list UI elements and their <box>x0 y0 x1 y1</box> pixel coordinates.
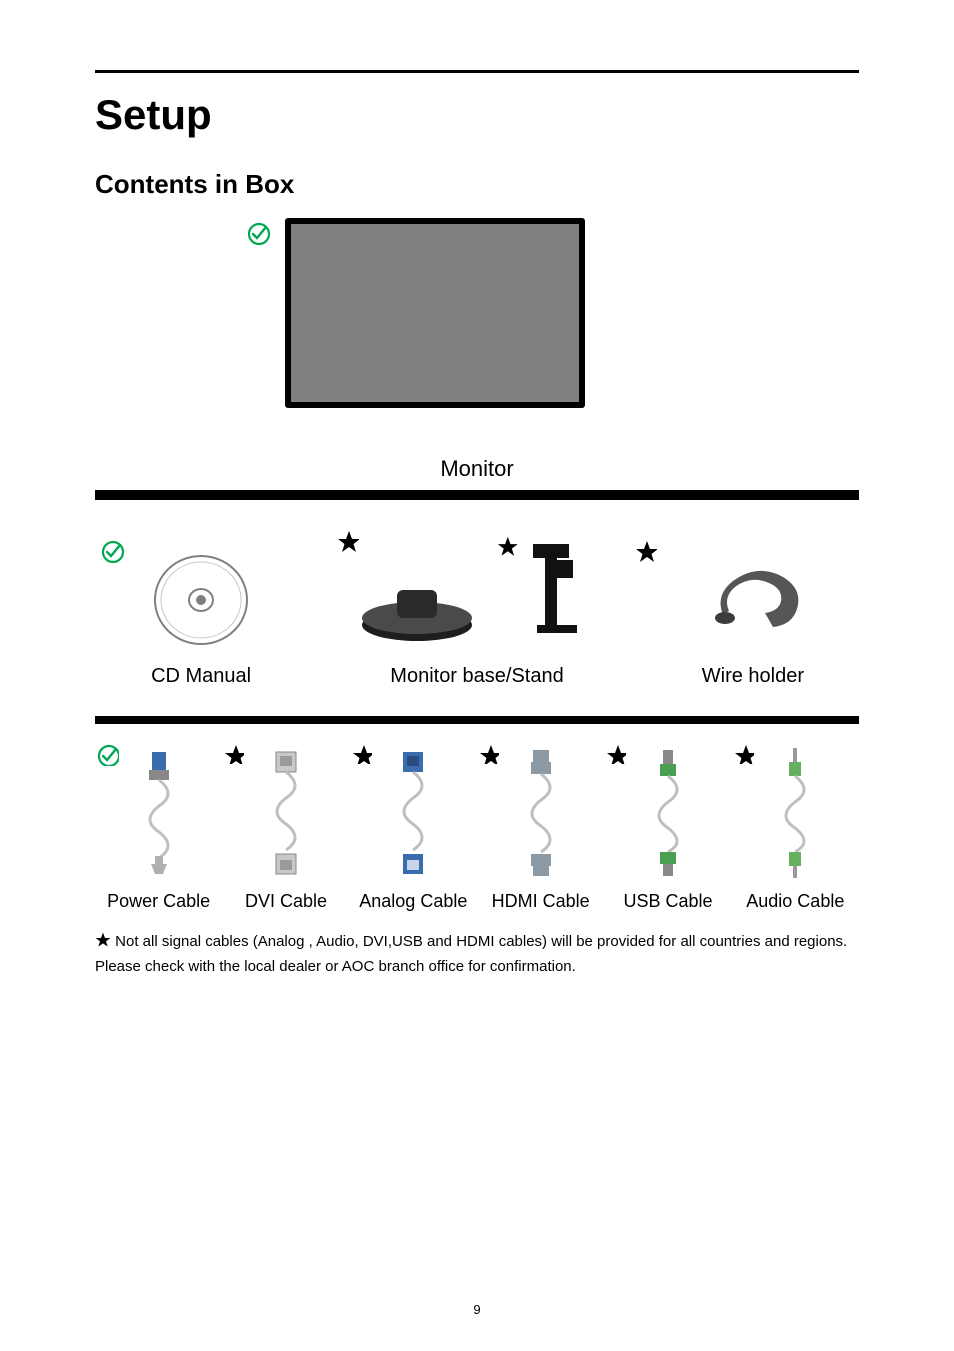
footnote: Not all signal cables (Analog , Audio, D… <box>95 926 859 979</box>
checkmark-icon <box>247 222 271 251</box>
checkmark-icon <box>101 540 125 569</box>
cell-audio: Audio Cable <box>732 748 859 912</box>
dvi-cable-icon <box>246 748 326 878</box>
hdmi-cable-icon <box>501 748 581 878</box>
star-icon <box>479 744 499 769</box>
monitor-label: Monitor <box>95 456 859 482</box>
cell-analog: Analog Cable <box>350 748 477 912</box>
note-line1: Not all signal cables (Analog , Audio, D… <box>115 933 847 950</box>
cell-power: Power Cable <box>95 748 222 912</box>
audio-cable-icon <box>755 748 835 878</box>
page-number: 9 <box>0 1302 954 1317</box>
row-cables: Power Cable DVI Cable Analog Cable <box>95 742 859 912</box>
cd-label: CD Manual <box>95 665 307 688</box>
row-accessories: CD Manual Monitor base/Stand <box>95 518 859 688</box>
star-icon <box>352 744 372 769</box>
power-label: Power Cable <box>95 891 222 912</box>
divider-1 <box>95 490 859 500</box>
cell-usb: USB Cable <box>604 748 731 912</box>
cd-icon <box>146 540 256 650</box>
star-icon <box>95 932 111 952</box>
audio-label: Audio Cable <box>732 891 859 912</box>
divider-2 <box>95 716 859 724</box>
star-icon <box>734 744 754 769</box>
checkmark-icon <box>97 744 119 771</box>
usb-label: USB Cable <box>604 891 731 912</box>
section-heading: Contents in Box <box>95 169 859 200</box>
cell-base-stand: Monitor base/Stand <box>307 530 647 688</box>
wire-label: Wire holder <box>647 665 859 688</box>
star-icon <box>606 744 626 769</box>
wire-holder-icon <box>693 540 813 650</box>
base-label: Monitor base/Stand <box>307 665 647 688</box>
cell-hdmi: HDMI Cable <box>477 748 604 912</box>
power-cable-icon <box>119 748 199 878</box>
note-line2: Please check with the local dealer or AO… <box>95 958 576 975</box>
page-title: Setup <box>95 91 859 139</box>
top-rule <box>95 70 859 73</box>
hdmi-label: HDMI Cable <box>477 891 604 912</box>
base-stand-icon <box>347 530 607 650</box>
analog-cable-icon <box>373 748 453 878</box>
row-monitor <box>95 218 859 448</box>
dvi-label: DVI Cable <box>222 891 349 912</box>
cell-cd: CD Manual <box>95 540 307 688</box>
star-icon <box>337 530 359 557</box>
cell-dvi: DVI Cable <box>222 748 349 912</box>
star-icon <box>635 540 657 567</box>
cell-wire-holder: Wire holder <box>647 540 859 688</box>
analog-label: Analog Cable <box>350 891 477 912</box>
usb-cable-icon <box>628 748 708 878</box>
monitor-graphic <box>275 218 595 408</box>
star-icon <box>224 744 244 769</box>
